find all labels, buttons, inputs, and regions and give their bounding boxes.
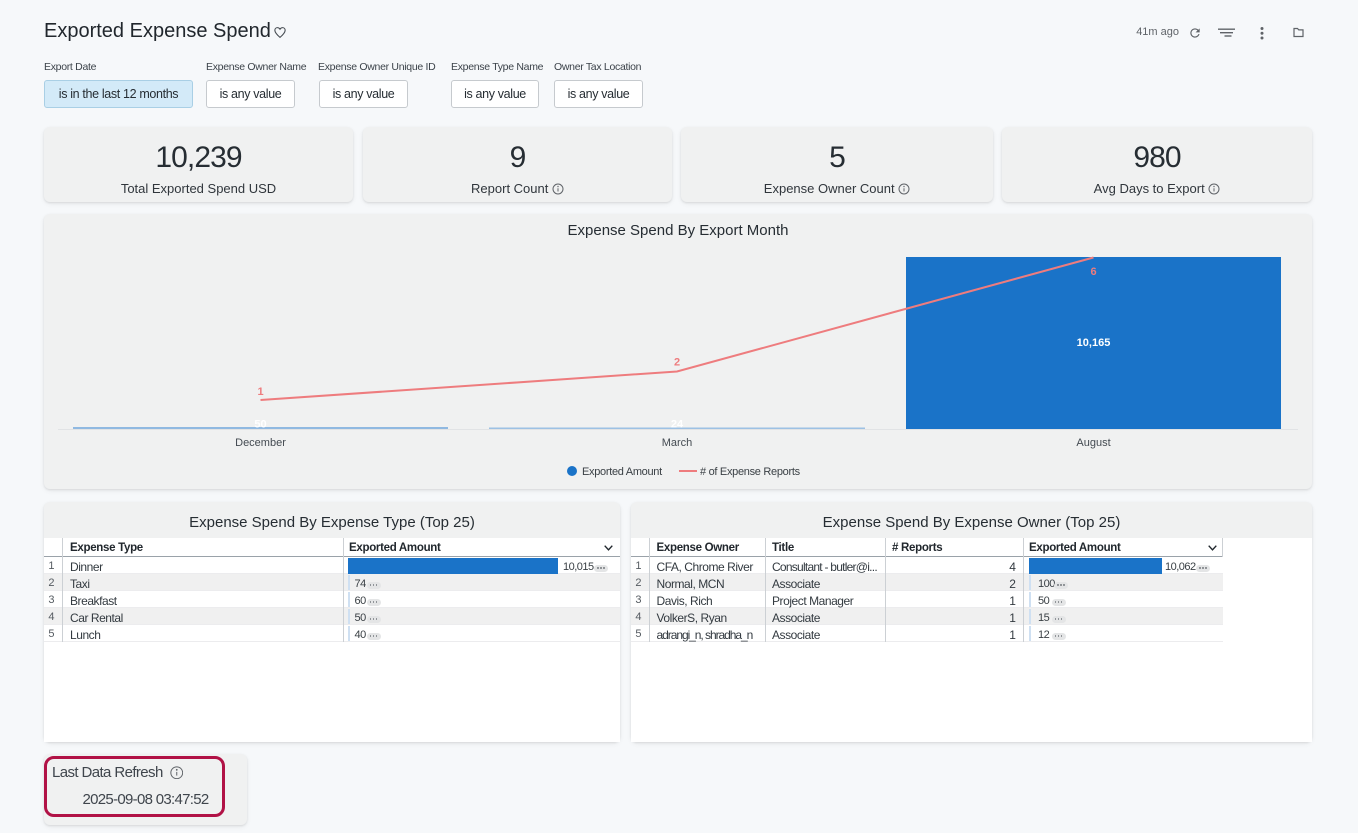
svg-text:10,165: 10,165 bbox=[1077, 337, 1111, 349]
svg-text:24: 24 bbox=[671, 419, 684, 431]
svg-text:1: 1 bbox=[257, 386, 263, 398]
svg-text:March: March bbox=[662, 437, 693, 449]
svg-text:Exported Amount: Exported Amount bbox=[582, 466, 662, 478]
svg-text:6: 6 bbox=[1090, 266, 1096, 278]
svg-text:December: December bbox=[235, 437, 286, 449]
svg-text:# of Expense Reports: # of Expense Reports bbox=[700, 466, 801, 478]
svg-text:50: 50 bbox=[254, 419, 266, 431]
svg-text:2: 2 bbox=[674, 357, 680, 369]
svg-text:August: August bbox=[1076, 437, 1110, 449]
